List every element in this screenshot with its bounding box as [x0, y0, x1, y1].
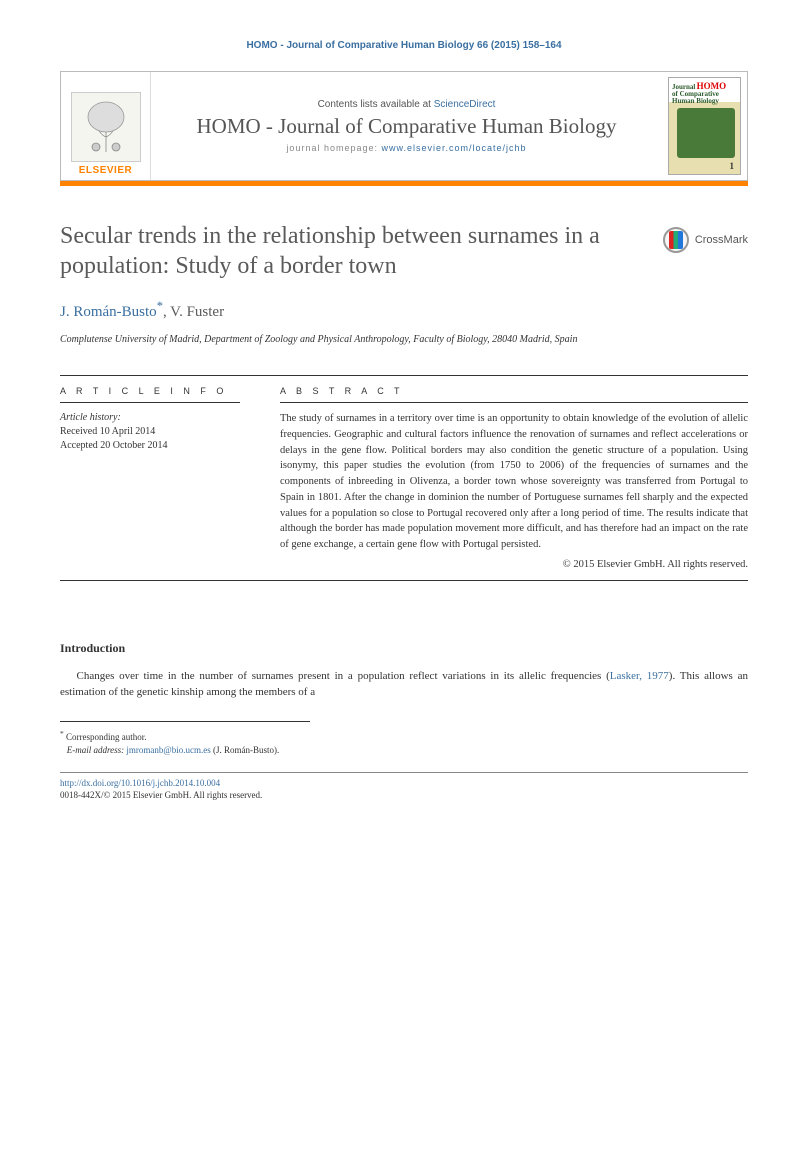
title-row: Secular trends in the relationship betwe… — [60, 221, 748, 281]
article-info-label: A R T I C L E I N F O — [60, 380, 240, 403]
banner-underline — [60, 181, 748, 186]
issn-copyright-line: 0018-442X/© 2015 Elsevier GmbH. All righ… — [60, 790, 262, 800]
history-accepted: Accepted 20 October 2014 — [60, 439, 240, 453]
crossmark-badge[interactable]: CrossMark — [663, 227, 748, 253]
info-abstract-bottom-rule — [60, 580, 748, 581]
history-received: Received 10 April 2014 — [60, 425, 240, 439]
journal-cover-thumbnail: Journal HOMO of Comparative Human Biolog… — [668, 77, 741, 175]
cover-image-icon — [677, 108, 735, 158]
running-header: HOMO - Journal of Comparative Human Biol… — [60, 40, 748, 51]
contents-prefix: Contents lists available at — [318, 99, 434, 110]
intro-text-pre: Changes over time in the number of surna… — [77, 670, 610, 682]
email-label: E-mail address: — [67, 745, 124, 755]
authors-line: J. Román-Busto*, V. Fuster — [60, 299, 748, 321]
publisher-name: ELSEVIER — [79, 165, 132, 176]
email-link[interactable]: jmromanb@bio.ucm.es — [126, 745, 210, 755]
cover-line3: Human Biology — [672, 97, 719, 105]
footnotes-block: * Corresponding author. E-mail address: … — [60, 721, 310, 758]
sciencedirect-link[interactable]: ScienceDirect — [434, 99, 496, 110]
crossmark-icon — [663, 227, 689, 253]
homepage-prefix: journal homepage: — [286, 143, 381, 153]
email-line: E-mail address: jmromanb@bio.ucm.es (J. … — [60, 744, 310, 758]
author-link-1[interactable]: J. Román-Busto — [60, 304, 157, 320]
corresponding-text: Corresponding author. — [66, 732, 147, 742]
abstract-column: A B S T R A C T The study of surnames in… — [280, 375, 748, 570]
journal-title: HOMO - Journal of Comparative Human Biol… — [197, 114, 617, 139]
doi-block: http://dx.doi.org/10.1016/j.jchb.2014.10… — [60, 772, 748, 802]
corresponding-author-note: * Corresponding author. — [60, 728, 310, 745]
doi-link[interactable]: http://dx.doi.org/10.1016/j.jchb.2014.10… — [60, 778, 220, 788]
info-abstract-block: A R T I C L E I N F O Article history: R… — [60, 375, 748, 570]
section-heading-introduction: Introduction — [60, 641, 748, 656]
article-title: Secular trends in the relationship betwe… — [60, 221, 643, 281]
intro-paragraph: Changes over time in the number of surna… — [60, 668, 748, 701]
homepage-line: journal homepage: www.elsevier.com/locat… — [286, 143, 526, 153]
banner-center: Contents lists available at ScienceDirec… — [151, 72, 662, 180]
citation-link-lasker[interactable]: Lasker, 1977 — [610, 670, 669, 682]
elsevier-tree-icon — [71, 92, 141, 162]
article-info-column: A R T I C L E I N F O Article history: R… — [60, 375, 240, 570]
homepage-link[interactable]: www.elsevier.com/locate/jchb — [382, 143, 527, 153]
publisher-logo-block: ELSEVIER — [61, 72, 151, 180]
footnote-mark: * — [60, 729, 64, 738]
email-owner: (J. Román-Busto). — [213, 745, 279, 755]
cover-thumb-block: Journal HOMO of Comparative Human Biolog… — [662, 72, 747, 180]
history-label: Article history: — [60, 411, 240, 425]
author-2: , V. Fuster — [163, 304, 224, 320]
crossmark-label: CrossMark — [695, 234, 748, 246]
cover-issue-number: 1 — [730, 161, 735, 171]
abstract-text: The study of surnames in a territory ove… — [280, 411, 748, 553]
journal-banner: ELSEVIER Contents lists available at Sci… — [60, 71, 748, 181]
abstract-label: A B S T R A C T — [280, 380, 748, 403]
affiliation: Complutense University of Madrid, Depart… — [60, 333, 748, 347]
article-history: Article history: Received 10 April 2014 … — [60, 411, 240, 453]
contents-available-line: Contents lists available at ScienceDirec… — [318, 99, 496, 110]
abstract-copyright: © 2015 Elsevier GmbH. All rights reserve… — [280, 559, 748, 570]
